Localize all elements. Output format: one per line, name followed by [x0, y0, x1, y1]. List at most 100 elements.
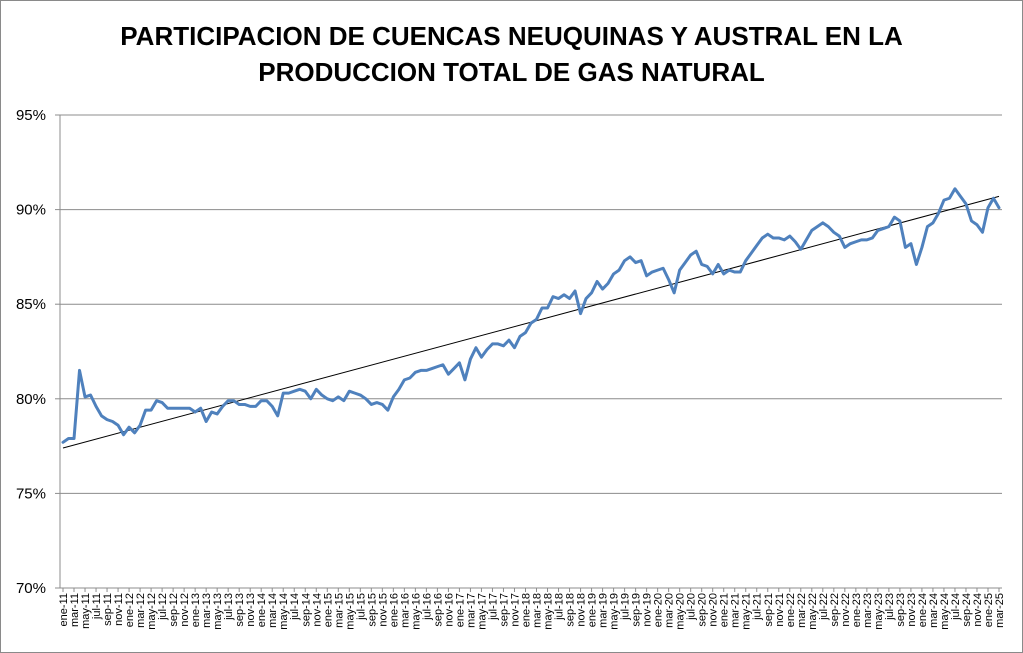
- x-tick-label-41: nov-17: [509, 593, 521, 627]
- x-tick-label-13: mar-13: [201, 593, 213, 628]
- x-tick-label-4: sep-11: [102, 593, 114, 626]
- x-tick-label-6: ene-12: [124, 593, 136, 627]
- y-tick-label-3: 85%: [16, 296, 46, 313]
- x-tick-label-64: sep-21: [763, 593, 775, 627]
- x-tick-label-83: nov-24: [972, 593, 984, 627]
- x-tick-label-58: sep-20: [697, 593, 709, 627]
- x-tick-label-47: nov-18: [576, 593, 588, 627]
- x-tick-label-11: nov-12: [179, 593, 191, 627]
- x-tick-label-76: sep-23: [895, 593, 907, 627]
- y-tick-label-5: 95%: [16, 107, 46, 124]
- x-tick-label-82: sep-24: [961, 593, 973, 627]
- x-tick-label-30: ene-16: [388, 593, 400, 627]
- x-tick-label-65: nov-21: [774, 593, 786, 627]
- x-tick-label-26: may-15: [344, 593, 356, 630]
- x-tick-label-24: ene-15: [322, 593, 334, 627]
- chart-title: PARTICIPACION DE CUENCAS NEUQUINAS Y AUS…: [0, 18, 1023, 90]
- x-tick-label-29: nov-15: [377, 593, 389, 627]
- x-tick-label-54: ene-20: [653, 593, 665, 627]
- x-tick-label-44: may-18: [543, 593, 555, 630]
- x-tick-label-25: mar-15: [333, 593, 345, 628]
- x-tick-label-63: jul-21: [752, 593, 764, 621]
- x-tick-label-57: jul-20: [686, 593, 698, 621]
- x-tick-label-14: may-13: [212, 593, 224, 630]
- y-tick-label-0: 70%: [16, 580, 46, 597]
- x-tick-label-7: mar-12: [135, 593, 147, 628]
- x-tick-label-78: ene-24: [917, 593, 929, 627]
- x-tick-label-3: jul-11: [91, 593, 103, 620]
- chart-title-line1: PARTICIPACION DE CUENCAS NEUQUINAS Y AUS…: [120, 21, 903, 51]
- x-tick-label-39: jul-17: [487, 593, 499, 621]
- x-tick-label-74: may-23: [873, 593, 885, 630]
- x-tick-label-43: mar-18: [532, 593, 544, 628]
- x-tick-label-71: nov-22: [840, 593, 852, 627]
- x-tick-label-32: may-16: [410, 593, 422, 630]
- x-tick-label-51: jul-19: [620, 593, 632, 621]
- x-tick-label-38: may-17: [476, 593, 488, 630]
- x-tick-label-60: ene-21: [719, 593, 731, 627]
- x-tick-label-81: jul-24: [950, 593, 962, 621]
- x-tick-label-20: may-14: [278, 593, 290, 630]
- x-tick-label-84: ene-25: [983, 593, 995, 627]
- x-tick-label-80: may-24: [939, 593, 951, 630]
- x-tick-label-56: may-20: [675, 593, 687, 630]
- x-tick-label-27: jul-15: [355, 593, 367, 621]
- x-tick-label-52: sep-19: [631, 593, 643, 627]
- x-tick-label-50: may-19: [609, 593, 621, 630]
- x-tick-label-40: sep-17: [498, 593, 510, 627]
- x-tick-label-48: ene-19: [587, 593, 599, 627]
- x-tick-label-5: nov-11: [113, 593, 125, 626]
- x-tick-label-73: mar-23: [862, 593, 874, 628]
- x-tick-label-70: sep-22: [829, 593, 841, 627]
- x-tick-label-0: ene-11: [58, 593, 70, 626]
- x-tick-label-55: mar-20: [664, 593, 676, 628]
- x-tick-label-36: ene-17: [454, 593, 466, 627]
- x-tick-label-1: mar-11: [69, 593, 81, 627]
- x-tick-label-53: nov-19: [642, 593, 654, 627]
- x-tick-label-9: jul-12: [157, 593, 169, 621]
- x-tick-label-28: sep-15: [366, 593, 378, 627]
- plot-area: [61, 187, 1001, 449]
- x-tick-label-15: jul-13: [223, 593, 235, 621]
- y-axis: 70% 75% 80% 85% 90% 95%: [16, 107, 61, 597]
- x-tick-label-19: mar-14: [267, 593, 279, 628]
- x-tick-label-34: sep-16: [432, 593, 444, 627]
- chart-title-line2: PRODUCCION TOTAL DE GAS NATURAL: [258, 57, 765, 87]
- gridlines: [60, 114, 1002, 494]
- x-tick-label-35: nov-16: [443, 593, 455, 627]
- y-tick-label-2: 80%: [16, 391, 46, 408]
- x-tick-label-16: sep-13: [234, 593, 246, 627]
- x-tick-label-62: may-21: [741, 593, 753, 630]
- x-tick-label-68: may-22: [807, 593, 819, 630]
- x-tick-label-42: ene-18: [520, 593, 532, 627]
- x-tick-label-23: nov-14: [311, 593, 323, 627]
- x-tick-label-12: ene-13: [190, 593, 202, 627]
- x-tick-label-59: nov-20: [708, 593, 720, 627]
- x-tick-label-45: jul-18: [554, 593, 566, 621]
- x-tick-label-69: jul-22: [818, 593, 830, 621]
- x-tick-label-66: ene-22: [785, 593, 797, 627]
- x-tick-label-10: sep-12: [168, 593, 180, 627]
- x-tick-label-46: sep-18: [565, 593, 577, 627]
- y-tick-label-4: 90%: [16, 202, 46, 219]
- x-tick-label-8: may-12: [146, 593, 158, 630]
- x-tick-label-49: mar-19: [598, 593, 610, 628]
- x-tick-label-85: mar-25: [994, 593, 1006, 628]
- y-tick-label-1: 75%: [16, 485, 46, 502]
- series-line: [61, 187, 1001, 444]
- x-tick-label-22: sep-14: [300, 593, 312, 627]
- x-tick-label-21: jul-14: [289, 593, 301, 621]
- x-tick-label-2: may-11: [80, 593, 92, 629]
- x-tick-label-31: mar-16: [399, 593, 411, 628]
- x-tick-label-37: mar-17: [465, 593, 477, 628]
- x-tick-label-18: ene-14: [256, 593, 268, 627]
- x-axis: ene-11 mar-11 may-11 jul-11 sep-11 nov-11 ene-…: [58, 587, 1006, 630]
- x-tick-label-79: mar-24: [928, 593, 940, 628]
- x-tick-label-33: jul-16: [421, 593, 433, 621]
- x-tick-label-61: mar-21: [730, 593, 742, 628]
- x-tick-label-75: jul-23: [884, 593, 896, 621]
- x-tick-label-77: nov-23: [906, 593, 918, 627]
- x-tick-label-67: mar-22: [796, 593, 808, 628]
